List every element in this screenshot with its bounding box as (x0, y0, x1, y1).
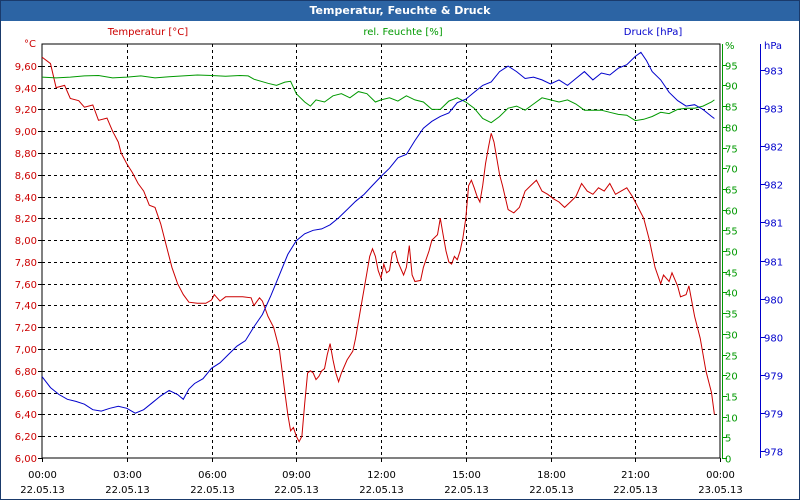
x-tick-time: 21:00 (621, 470, 650, 481)
temperature-tick-label: 6,40 (15, 410, 37, 421)
pressure-tick-label: 978 (764, 448, 783, 459)
humidity-tick-label: 0 (725, 455, 731, 466)
temperature-series-line (41, 56, 715, 443)
temperature-tick-label: 6,60 (15, 389, 37, 400)
humidity-tick-label: 60 (725, 207, 738, 218)
humidity-tick-label: 70 (725, 165, 738, 176)
x-tick-time: 15:00 (452, 470, 481, 481)
pressure-tick-label: 983 (764, 67, 783, 78)
humidity-tick-label: 65 (725, 186, 738, 197)
temperature-tick-label: 7,80 (15, 258, 37, 269)
pressure-tick-label: 983 (764, 105, 783, 116)
temperature-tick-label: 9,60 (15, 62, 37, 73)
humidity-axis-title: rel. Feuchte [%] (363, 27, 442, 38)
pressure-tick-label: 979 (764, 410, 783, 421)
pressure-tick-label: 979 (764, 372, 783, 383)
pressure-tick-label: 980 (764, 296, 783, 307)
x-tick-date: 22.05.13 (105, 485, 150, 496)
x-tick-date: 22.05.13 (20, 485, 65, 496)
humidity-tick-label: 35 (725, 310, 738, 321)
temperature-tick-label: 9,20 (15, 105, 37, 116)
temperature-tick-label: 7,20 (15, 323, 37, 334)
humidity-tick-label: 95 (725, 62, 738, 73)
pressure-tick-label: 981 (764, 258, 783, 269)
humidity-tick-label: 45 (725, 269, 738, 280)
pressure-series-line (41, 51, 715, 414)
x-tick-time: 09:00 (282, 470, 311, 481)
temperature-tick-label: 7,60 (15, 280, 37, 291)
x-tick-time: 18:00 (537, 470, 566, 481)
temperature-axis-title: Temperatur [°C] (107, 27, 188, 38)
pressure-axis-title: Druck [hPa] (624, 27, 683, 38)
x-tick-time: 06:00 (198, 470, 227, 481)
pressure-tick-label: 980 (764, 334, 783, 345)
x-tick-date: 22.05.13 (444, 485, 489, 496)
grid (42, 44, 720, 458)
humidity-tick-label: 85 (725, 103, 738, 114)
humidity-tick-label: 75 (725, 145, 738, 156)
series-group (41, 51, 715, 443)
humidity-tick-label: 20 (725, 372, 738, 383)
x-tick-date: 22.05.13 (274, 485, 319, 496)
humidity-tick-label: 5 (725, 434, 731, 445)
humidity-series-line (41, 74, 715, 124)
humidity-tick-label: 90 (725, 82, 738, 93)
humidity-tick-label: 50 (725, 248, 738, 259)
x-tick-time: 03:00 (113, 470, 142, 481)
temperature-unit-label: °C (24, 39, 36, 50)
x-tick-date: 22.05.13 (529, 485, 574, 496)
temperature-tick-label: 8,80 (15, 149, 37, 160)
temperature-tick-label: 6,80 (15, 367, 37, 378)
humidity-tick-label: 80 (725, 124, 738, 135)
humidity-tick-label: 30 (725, 331, 738, 342)
humidity-tick-label: 40 (725, 289, 738, 300)
temperature-tick-label: 7,40 (15, 301, 37, 312)
x-tick-time: 00:00 (28, 470, 57, 481)
pressure-tick-label: 982 (764, 181, 783, 192)
temperature-tick-label: 6,00 (15, 454, 37, 465)
temperature-tick-label: 7,00 (15, 345, 37, 356)
temperature-tick-label: 8,00 (15, 236, 37, 247)
x-tick-date: 23.05.13 (698, 485, 743, 496)
temperature-tick-label: 8,60 (15, 171, 37, 182)
temperature-tick-label: 8,40 (15, 193, 37, 204)
temperature-tick-label: 9,00 (15, 127, 37, 138)
pressure-tick-label: 982 (764, 143, 783, 154)
humidity-tick-label: 10 (725, 414, 738, 425)
x-tick-date: 22.05.13 (190, 485, 235, 496)
x-tick-time: 12:00 (367, 470, 396, 481)
x-tick-date: 22.05.13 (613, 485, 658, 496)
humidity-unit-label: % (725, 41, 735, 52)
chart-title: Temperatur, Feuchte & Druck (1, 1, 799, 21)
humidity-tick-label: 25 (725, 352, 738, 363)
temperature-tick-label: 9,40 (15, 84, 37, 95)
humidity-tick-label: 15 (725, 393, 738, 404)
x-tick-date: 22.05.13 (359, 485, 404, 496)
temperature-tick-label: 8,20 (15, 214, 37, 225)
temperature-tick-label: 6,20 (15, 432, 37, 443)
x-tick-time: 00:00 (706, 470, 735, 481)
pressure-tick-label: 981 (764, 219, 783, 230)
pressure-unit-label: hPa (764, 41, 782, 52)
humidity-tick-label: 55 (725, 227, 738, 238)
axes-group: 6,00 6,20 6,40 6,60 6,80 7,00 7,20 7,40 7,60 7,80… (15, 27, 783, 496)
